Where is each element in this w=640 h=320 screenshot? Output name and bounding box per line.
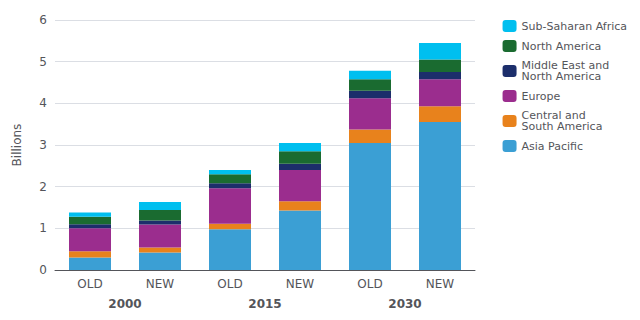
svg-text:2030: 2030 (388, 297, 421, 311)
svg-text:South America: South America (522, 120, 603, 133)
svg-text:2000: 2000 (108, 297, 141, 311)
svg-text:4: 4 (39, 96, 47, 110)
svg-text:OLD: OLD (77, 277, 102, 291)
svg-text:OLD: OLD (357, 277, 382, 291)
svg-text:OLD: OLD (217, 277, 242, 291)
svg-text:Asia Pacific: Asia Pacific (522, 140, 584, 153)
svg-text:2: 2 (39, 180, 47, 194)
svg-text:2015: 2015 (248, 297, 281, 311)
svg-text:Europe: Europe (522, 90, 561, 103)
svg-text:Billions: Billions (10, 124, 24, 167)
svg-text:0: 0 (39, 263, 47, 277)
svg-text:NEW: NEW (146, 277, 175, 291)
svg-text:NEW: NEW (286, 277, 315, 291)
svg-text:5: 5 (39, 55, 47, 69)
svg-text:Middle East and: Middle East and (521, 59, 610, 72)
svg-text:Central and: Central and (521, 109, 586, 122)
svg-text:1: 1 (39, 221, 47, 235)
svg-text:North America: North America (522, 70, 602, 83)
svg-text:North America: North America (522, 40, 602, 53)
svg-text:6: 6 (39, 13, 47, 27)
svg-text:NEW: NEW (426, 277, 455, 291)
svg-text:Sub-Saharan Africa: Sub-Saharan Africa (522, 20, 627, 33)
svg-text:3: 3 (39, 138, 47, 152)
